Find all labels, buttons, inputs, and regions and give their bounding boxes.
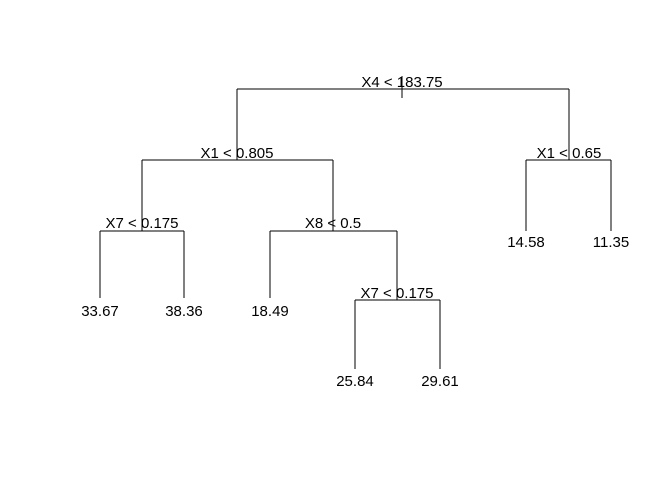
- split-left-left: X7 < 0.175: [99, 215, 185, 298]
- split-left: X1 < 0.805: [141, 145, 334, 231]
- leaf-value: 11.35: [593, 234, 629, 251]
- leaf-value: 25.84: [336, 373, 374, 390]
- leaf-value: 29.61: [421, 373, 459, 390]
- split-left-right-right: X7 < 0.175: [354, 285, 441, 369]
- split-label-root: X4 < 183.75: [361, 74, 442, 91]
- split-label-left-right: X8 < 0.5: [305, 215, 361, 232]
- split-left-right: X8 < 0.5: [269, 215, 398, 300]
- leaf-value: 38.36: [165, 303, 203, 320]
- split-label-left-left: X7 < 0.175: [106, 215, 179, 232]
- split-label-right: X1 < 0.65: [537, 145, 602, 162]
- split-label-left-right-right: X7 < 0.175: [361, 285, 434, 302]
- leaf-value: 33.67: [81, 303, 119, 320]
- split-right: X1 < 0.65: [525, 145, 612, 231]
- split-label-left: X1 < 0.805: [201, 145, 274, 162]
- leaf-value: 14.58: [507, 234, 545, 251]
- leaf-value: 18.49: [251, 303, 289, 320]
- split-root: X4 < 183.75: [236, 74, 570, 160]
